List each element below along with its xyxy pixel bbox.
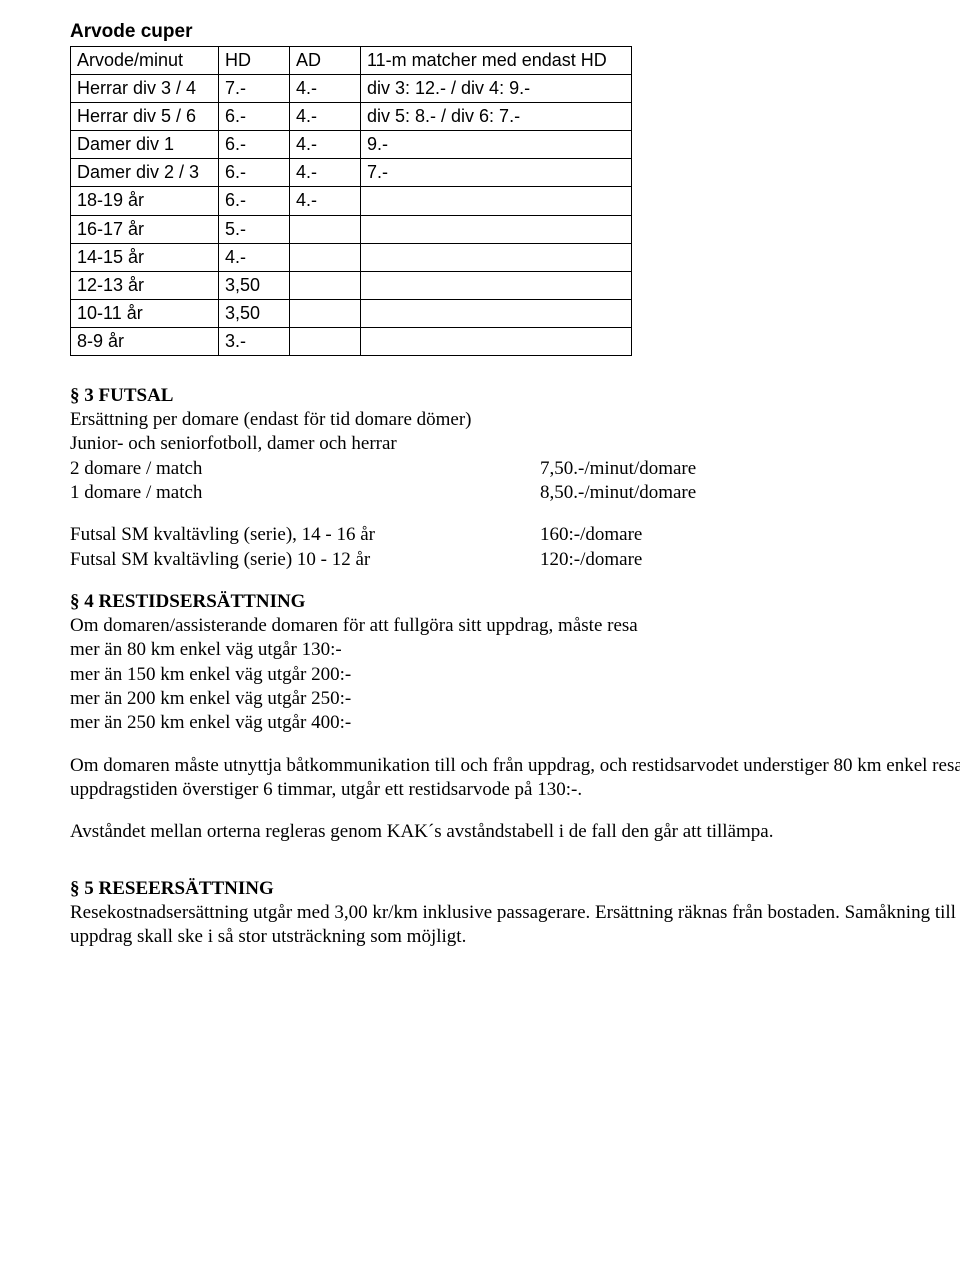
text-line: mer än 80 km enkel väg utgår 130:-: [70, 638, 960, 662]
th: AD: [290, 47, 361, 75]
table-row: 16-17 år5.-: [71, 215, 632, 243]
section-5: § 5 RESEERSÄTTNING Resekostnadsersättnin…: [70, 877, 960, 950]
table-row: 14-15 år4.-: [71, 243, 632, 271]
section-4: § 4 RESTIDSERSÄTTNING Om domaren/assiste…: [70, 590, 960, 736]
table-row: 12-13 år3,50: [71, 271, 632, 299]
rate-row: Futsal SM kvaltävling (serie), 14 - 16 å…: [70, 523, 960, 547]
text-line: Junior- och seniorfotboll, damer och her…: [70, 432, 960, 456]
table-row: 10-11 år3,50: [71, 299, 632, 327]
section-4-title: § 4 RESTIDSERSÄTTNING: [70, 590, 960, 614]
th: 11-m matcher med endast HD: [361, 47, 632, 75]
table-header-row: Arvode/minut HD AD 11-m matcher med enda…: [71, 47, 632, 75]
section-5-title: § 5 RESEERSÄTTNING: [70, 877, 960, 901]
paragraph: Resekostnadsersättning utgår med 3,00 kr…: [70, 901, 960, 950]
text-line: Ersättning per domare (endast för tid do…: [70, 408, 960, 432]
section-3-title: § 3 FUTSAL: [70, 384, 960, 408]
paragraph: Avståndet mellan orterna regleras genom …: [70, 820, 960, 844]
table-row: Damer div 16.-4.-9.-: [71, 131, 632, 159]
section-3b: Futsal SM kvaltävling (serie), 14 - 16 å…: [70, 523, 960, 572]
text-line: mer än 150 km enkel väg utgår 200:-: [70, 663, 960, 687]
table-row: 18-19 år6.-4.-: [71, 187, 632, 215]
rate-row: Futsal SM kvaltävling (serie) 10 - 12 år…: [70, 548, 960, 572]
text-line: mer än 200 km enkel väg utgår 250:-: [70, 687, 960, 711]
table-row: Damer div 2 / 36.-4.-7.-: [71, 159, 632, 187]
th: HD: [219, 47, 290, 75]
table-row: 8-9 år3.-: [71, 327, 632, 355]
table-row: Herrar div 5 / 66.-4.-div 5: 8.- / div 6…: [71, 103, 632, 131]
text-line: Om domaren/assisterande domaren för att …: [70, 614, 960, 638]
section-3: § 3 FUTSAL Ersättning per domare (endast…: [70, 384, 960, 506]
arvode-table: Arvode/minut HD AD 11-m matcher med enda…: [70, 46, 632, 355]
th: Arvode/minut: [71, 47, 219, 75]
table-title: Arvode cuper: [70, 20, 960, 44]
paragraph: Om domaren måste utnyttja båtkommunikati…: [70, 754, 960, 803]
text-line: mer än 250 km enkel väg utgår 400:-: [70, 711, 960, 735]
rate-row: 1 domare / match 8,50.-/minut/domare: [70, 481, 960, 505]
table-row: Herrar div 3 / 47.-4.-div 3: 12.- / div …: [71, 75, 632, 103]
rate-row: 2 domare / match 7,50.-/minut/domare: [70, 457, 960, 481]
